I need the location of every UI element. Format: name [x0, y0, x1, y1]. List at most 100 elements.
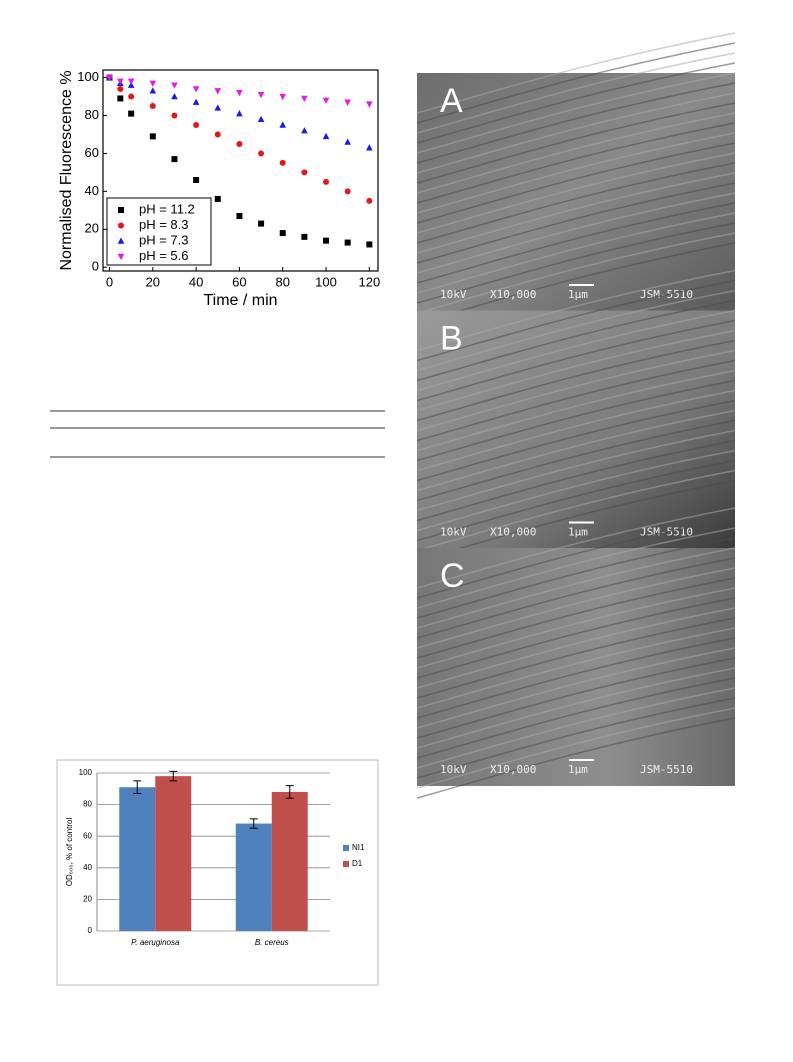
bar	[119, 787, 156, 931]
point	[236, 110, 243, 117]
sem-texture	[416, 697, 736, 779]
y-tick-label: 40	[83, 863, 92, 872]
panel-label: A	[440, 82, 463, 120]
point	[149, 133, 156, 140]
point	[214, 104, 222, 111]
sem-texture	[416, 192, 736, 274]
point	[366, 197, 373, 204]
point	[192, 98, 200, 105]
sem-texture	[416, 587, 736, 669]
legend-marker	[117, 237, 125, 244]
x-tick-label: B. cereus	[255, 938, 289, 947]
sem-texture	[416, 577, 736, 659]
point	[279, 93, 287, 101]
sem-texture	[416, 647, 736, 729]
point	[301, 95, 308, 103]
sem-texture	[416, 667, 736, 749]
legend-marker	[118, 222, 124, 229]
x-tick-label: 0	[106, 274, 113, 289]
sem-texture	[416, 222, 736, 304]
y-tick-label: 20	[85, 221, 99, 236]
sem-texture	[416, 677, 736, 759]
point	[258, 150, 265, 157]
bar	[235, 823, 272, 931]
x-tick-label: P. aeruginosa	[131, 938, 180, 947]
sem-info: X10,000	[490, 763, 536, 776]
sem-texture	[416, 82, 736, 164]
sem-texture	[416, 72, 736, 154]
legend-label: pH = 8.3	[139, 217, 189, 232]
point	[366, 241, 373, 248]
sem-texture	[416, 32, 736, 114]
panel-label: C	[440, 557, 465, 595]
x-tick-label: 120	[358, 274, 380, 289]
sem-info: 1μm	[568, 288, 588, 301]
point	[344, 188, 351, 195]
sem-texture	[416, 389, 736, 472]
sem-texture	[416, 657, 736, 739]
point	[171, 156, 178, 163]
legend-marker	[117, 253, 125, 261]
sem-texture	[416, 172, 736, 254]
y-tick-label: 80	[85, 107, 99, 122]
point	[236, 140, 243, 147]
sem-texture	[416, 112, 736, 194]
legend-label: D1	[352, 859, 363, 868]
legend-label: pH = 11.2	[139, 201, 195, 216]
sem-texture	[416, 152, 736, 234]
point	[236, 213, 243, 220]
sem-image: C 10kV X10,000 1μm JSM-5510	[416, 507, 736, 799]
sem-texture	[416, 517, 736, 599]
bar	[155, 776, 192, 931]
sem-texture	[416, 637, 736, 719]
point	[257, 91, 265, 99]
sem-texture	[416, 369, 736, 452]
point	[149, 87, 157, 94]
y-tick-label: 60	[83, 831, 92, 840]
x-tick-label: 80	[275, 274, 289, 289]
sem-texture	[416, 339, 736, 422]
sem-texture	[416, 527, 736, 609]
error-bar	[169, 770, 178, 782]
sem-photo	[417, 548, 735, 786]
point	[344, 138, 351, 145]
y-tick-label: 0	[92, 259, 99, 274]
sem-texture	[416, 279, 736, 362]
sem-photo	[417, 73, 735, 311]
sem-texture	[416, 42, 736, 124]
sem-texture	[416, 379, 736, 462]
sem-texture	[416, 162, 736, 244]
sem-info: X10,000	[490, 288, 536, 301]
point	[279, 121, 287, 128]
point	[171, 92, 178, 100]
sem-texture	[416, 687, 736, 769]
sem-texture	[416, 507, 736, 589]
sem-info: 10kV	[440, 288, 467, 301]
panel-label: B	[440, 319, 463, 357]
error-bar	[249, 818, 258, 829]
sem-photo	[417, 310, 735, 549]
y-axis-label: Normalised Fluorescence %	[58, 70, 75, 270]
x-tick-label: 40	[189, 274, 203, 289]
legend-marker	[118, 207, 124, 213]
point	[322, 97, 330, 104]
sem-texture	[416, 182, 736, 264]
point	[171, 82, 178, 89]
sem-texture	[416, 469, 736, 552]
point	[258, 220, 265, 227]
sem-info: 1μm	[568, 526, 588, 539]
point	[214, 88, 222, 95]
bar	[271, 791, 308, 931]
legend-box	[106, 197, 212, 266]
sem-texture	[416, 537, 736, 619]
x-tick-label: 20	[146, 274, 160, 289]
chart-frame	[56, 759, 379, 986]
sem-texture	[416, 607, 736, 689]
y-tick-label: 40	[85, 183, 99, 198]
point	[117, 85, 124, 92]
point	[236, 90, 243, 97]
point	[323, 237, 330, 244]
sem-texture	[416, 557, 736, 639]
